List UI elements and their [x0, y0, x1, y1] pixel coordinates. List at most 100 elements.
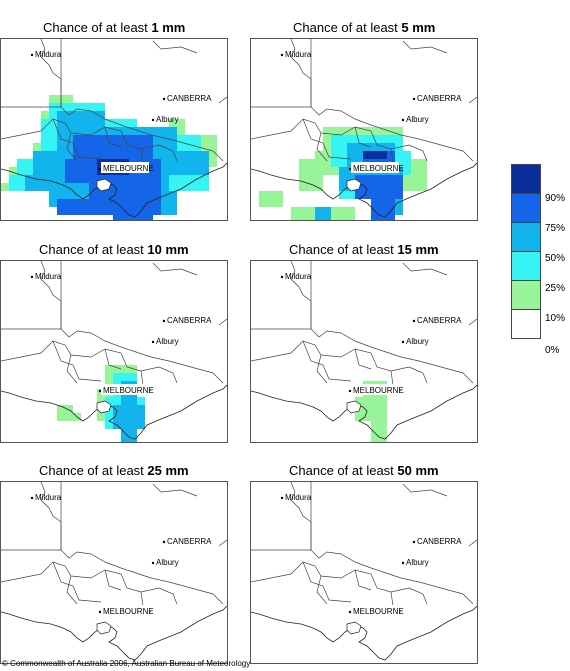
city-label: MELBOURNE [353, 386, 404, 395]
city-marker [151, 118, 155, 122]
city-marker [348, 610, 352, 614]
district-border [60, 261, 224, 384]
district-border [468, 318, 477, 326]
district-border [302, 561, 352, 603]
district-border [1, 340, 178, 384]
district-border [40, 482, 62, 550]
legend-swatch-25 [511, 251, 541, 281]
district-border [52, 340, 102, 382]
district-border [316, 132, 328, 162]
district-border [290, 39, 312, 107]
city-label-background [351, 162, 399, 173]
rain-probability-cell [315, 207, 331, 220]
city-marker [98, 167, 102, 171]
city-marker [280, 53, 284, 57]
panel-title-amount: 25 mm [147, 463, 189, 478]
city-marker [412, 540, 416, 544]
city-marker [30, 53, 34, 57]
city-marker [151, 561, 155, 565]
city-label: CANBERRA [167, 94, 212, 103]
port-phillip-bay [346, 621, 362, 635]
city-marker [30, 496, 34, 500]
district-border [104, 126, 122, 148]
city-label: Mildura [35, 50, 62, 59]
port-phillip-bay [346, 400, 362, 414]
city-label: Albury [406, 337, 429, 346]
district-border [1, 561, 178, 605]
city-label: MELBOURNE [353, 607, 404, 616]
rain-probability-cell [57, 199, 89, 215]
panel-title-15mm: Chance of at least 15 mm [289, 242, 439, 257]
city-label: Mildura [285, 493, 312, 502]
city-marker [401, 561, 405, 565]
city-marker [348, 389, 352, 393]
district-border [152, 40, 198, 54]
city-label: MELBOURNE [103, 386, 154, 395]
city-marker [401, 340, 405, 344]
district-border [60, 482, 224, 605]
map-50mm: Mildura CANBERRA Albury MELBOURNE [250, 481, 478, 664]
city-marker [401, 118, 405, 122]
panel-title-amount: 10 mm [147, 242, 189, 257]
rain-probability-cell [57, 111, 105, 127]
legend-label-25: 25% [545, 283, 566, 294]
legend-swatch-90 [511, 164, 541, 194]
district-border [468, 539, 477, 547]
district-border [66, 354, 78, 384]
city-marker [348, 167, 352, 171]
panel-title-prefix: Chance of at least [39, 463, 148, 478]
legend-label-90: 90% [545, 193, 566, 204]
rain-probability-cell [355, 397, 387, 421]
district-border [104, 569, 122, 591]
city-label-background [101, 605, 149, 616]
city-label: Albury [406, 558, 429, 567]
city-marker [98, 610, 102, 614]
city-label: Albury [156, 115, 179, 124]
district-border [251, 340, 428, 384]
district-border [66, 132, 78, 162]
panel-title-amount: 5 mm [401, 20, 436, 35]
coastline [1, 605, 227, 661]
city-label: Mildura [35, 493, 62, 502]
city-marker [30, 275, 34, 279]
coastline [1, 162, 227, 218]
panel-title-amount: 15 mm [397, 242, 439, 257]
rain-probability-layer [1, 95, 217, 220]
panel-title-1mm: Chance of at least 1 mm [43, 20, 185, 35]
city-label: Albury [156, 558, 179, 567]
city-marker [162, 97, 166, 101]
city-label: CANBERRA [167, 316, 212, 325]
rain-probability-cell [363, 151, 387, 159]
district-border [402, 40, 448, 54]
panel-title-amount: 50 mm [397, 463, 439, 478]
city-label: MELBOURNE [103, 164, 154, 173]
city-label: Mildura [285, 272, 312, 281]
city-label: Mildura [35, 272, 62, 281]
port-phillip-bay [96, 178, 112, 192]
legend-label-75: 75% [545, 223, 566, 234]
city-marker [280, 496, 284, 500]
city-label-background [351, 605, 399, 616]
district-border [1, 118, 178, 162]
probability-legend: 90% 75% 50% 25% 10% 0% [511, 164, 565, 356]
city-label: MELBOURNE [103, 607, 154, 616]
city-label: CANBERRA [417, 537, 462, 546]
copyright-footer: © Commonwealth of Australia 2006, Austra… [2, 659, 251, 668]
city-label-background [101, 384, 149, 395]
district-border [402, 262, 448, 276]
panel-title-prefix: Chance of at least [39, 242, 148, 257]
map-15mm: Mildura CANBERRA Albury MELBOURNE [250, 260, 478, 443]
port-phillip-bay [96, 400, 112, 414]
district-border [310, 39, 474, 162]
legend-swatch-75 [511, 193, 541, 223]
map-10mm: Mildura CANBERRA Albury MELBOURNE [0, 260, 228, 443]
coastline [251, 605, 477, 661]
district-border [402, 483, 448, 497]
panel-title-prefix: Chance of at least [289, 242, 398, 257]
map-1mm: Mildura CANBERRA Albury MELBOURNE [0, 38, 228, 221]
city-label: Albury [406, 115, 429, 124]
district-border [218, 318, 227, 326]
rain-probability-cell [73, 135, 153, 159]
city-label: CANBERRA [167, 537, 212, 546]
district-border [302, 118, 352, 160]
